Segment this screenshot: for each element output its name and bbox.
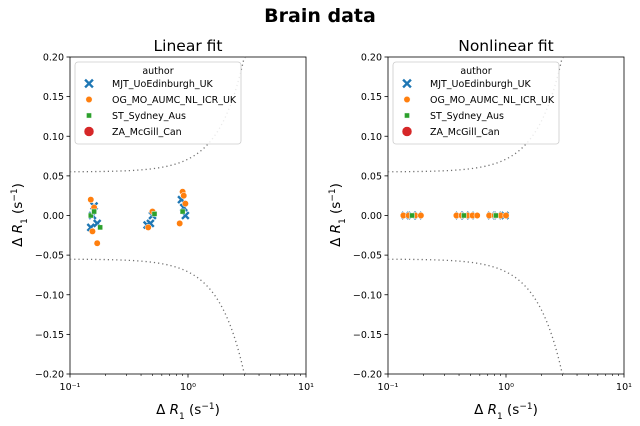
y-tick-label: 0.05: [43, 171, 64, 182]
data-point-st-sydney-aus: [91, 208, 97, 215]
y-axis-label: Δ R1 (s−1): [10, 183, 30, 247]
y-tick-label: 0.00: [43, 211, 64, 222]
legend-label: MJT_UoEdinburgh_UK: [112, 79, 214, 90]
y-tick-label: 0.05: [361, 171, 382, 182]
nonlinear-fit-panel: Nonlinear fit −0.20 −0.15 −0.10 −0.05 0.00 0.…: [328, 37, 632, 422]
x-axis-label: Δ R1 (s−1): [156, 402, 220, 422]
legend: author MJT_UoEdinburgh_UK OG_MO_AUMC_NL_I…: [392, 61, 560, 145]
legend-marker-za-mcgill-can: [83, 126, 95, 137]
y-axis-label: Δ R1 (s−1): [328, 183, 348, 247]
linear-fit-title: Linear fit: [154, 37, 223, 55]
data-point-og-mo-aumc-nl-icr-uk: [181, 200, 189, 208]
x-axis-label: Δ R1 (s−1): [474, 402, 538, 422]
legend-marker-mjt-uoedinburgh-uk: [84, 78, 94, 89]
y-tick-label: 0.15: [43, 92, 64, 103]
y-tick-label: 0.15: [361, 92, 382, 103]
y-tick-label: 0.10: [361, 132, 382, 143]
legend-marker-st-sydney-aus: [404, 112, 410, 119]
legend-marker-og-mo-aumc-nl-icr-uk: [403, 96, 411, 103]
legend-label: ST_Sydney_Aus: [430, 111, 504, 122]
x-tick-label: 10¹: [616, 382, 632, 393]
y-tick-label: −0.05: [35, 251, 64, 262]
legend-box: [74, 61, 242, 145]
x-tick-label: 10⁰: [498, 382, 514, 393]
legend-marker-za-mcgill-can: [401, 126, 413, 137]
legend-label: MJT_UoEdinburgh_UK: [430, 79, 532, 90]
y-tick-label: −0.15: [353, 330, 382, 341]
legend-label: OG_MO_AUMC_NL_ICR_UK: [112, 95, 237, 106]
data-point-st-sydney-aus: [87, 212, 94, 219]
legend-marker-og-mo-aumc-nl-icr-uk: [85, 96, 93, 103]
data-point-st-sydney-aus: [461, 212, 467, 219]
legend-title: author: [142, 66, 173, 77]
linear-fit-panel: Linear fit −0.20 −0.15 −0.10 −0.05 0.00 0.05 0…: [10, 37, 314, 422]
data-point-og-mo-aumc-nl-icr-uk: [502, 212, 510, 219]
data-point-og-mo-aumc-nl-icr-uk: [93, 239, 101, 247]
nonlinear-fit-title: Nonlinear fit: [458, 37, 554, 55]
legend-marker-st-sydney-aus: [86, 112, 92, 119]
data-point-og-mo-aumc-nl-icr-uk: [473, 212, 481, 219]
y-tick-label: −0.05: [353, 251, 382, 262]
legend-label: ST_Sydney_Aus: [112, 111, 186, 122]
y-tick-label: −0.15: [35, 330, 64, 341]
y-tick-label: −0.20: [35, 370, 64, 381]
figure-title: Brain data: [264, 5, 376, 27]
legend-label: ZA_McGill_Can: [112, 127, 182, 138]
y-tick-label: −0.10: [353, 290, 382, 301]
data-point-st-sydney-aus: [409, 212, 415, 219]
legend-title: author: [460, 66, 491, 77]
x-tick-label: 10⁻¹: [378, 382, 399, 393]
legend-label: OG_MO_AUMC_NL_ICR_UK: [430, 95, 555, 106]
data-point-st-sydney-aus: [493, 212, 499, 219]
y-tick-label: −0.10: [35, 290, 64, 301]
y-tick-label: 0.20: [43, 53, 64, 64]
legend: author MJT_UoEdinburgh_UK OG_MO_AUMC_NL_I…: [74, 61, 242, 145]
y-tick-label: 0.10: [43, 132, 64, 143]
x-tick-label: 10⁻¹: [60, 382, 81, 393]
data-point-og-mo-aumc-nl-icr-uk: [87, 196, 95, 204]
x-tick-label: 10¹: [298, 382, 314, 393]
data-point-og-mo-aumc-nl-icr-uk: [176, 219, 184, 227]
legend-label: ZA_McGill_Can: [430, 127, 500, 138]
x-tick-label: 10⁰: [180, 382, 196, 393]
legend-box: [392, 61, 560, 145]
data-point-st-sydney-aus: [97, 224, 103, 231]
data-point-og-mo-aumc-nl-icr-uk: [89, 227, 96, 235]
y-tick-label: 0.20: [361, 53, 382, 64]
data-point-st-sydney-aus: [151, 211, 158, 217]
legend-marker-mjt-uoedinburgh-uk: [402, 78, 412, 89]
data-point-og-mo-aumc-nl-icr-uk: [417, 212, 425, 219]
y-tick-label: 0.00: [361, 211, 382, 222]
data-point-og-mo-aumc-nl-icr-uk: [180, 192, 188, 200]
data-point-og-mo-aumc-nl-icr-uk: [144, 223, 152, 231]
y-tick-label: −0.20: [353, 370, 382, 381]
data-point-st-sydney-aus: [179, 208, 186, 215]
